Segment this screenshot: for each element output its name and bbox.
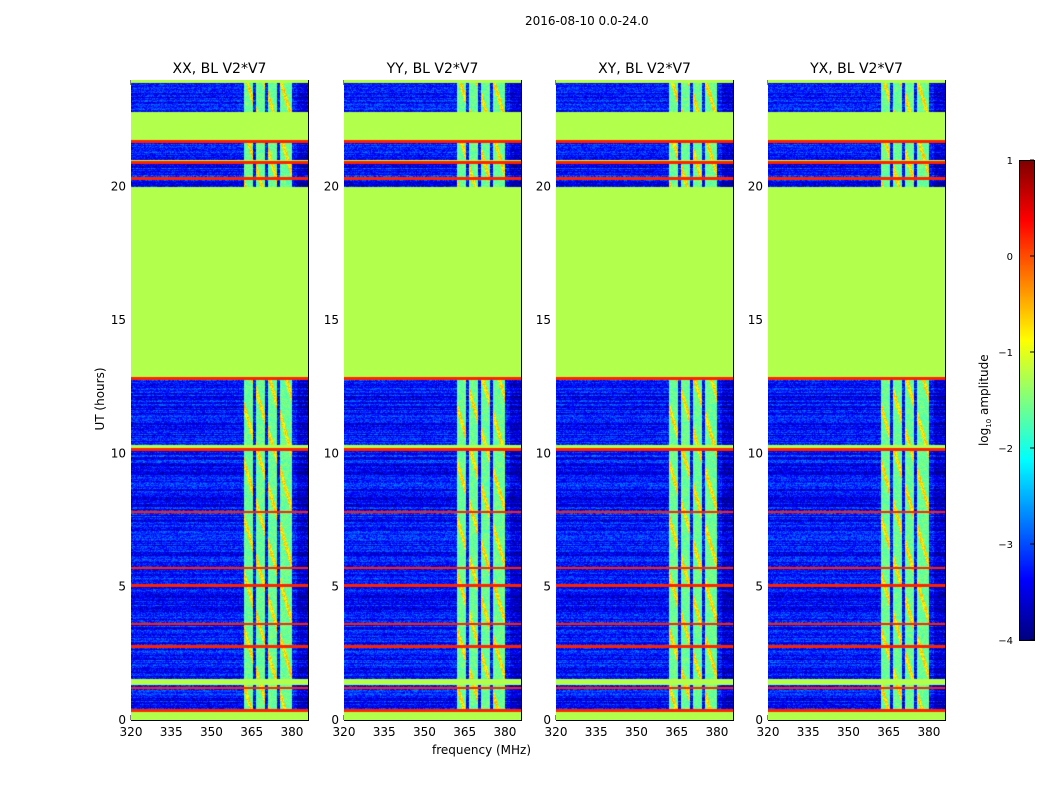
x-tick-label: 350 bbox=[837, 725, 860, 739]
panel-title: XX, BL V2*V7 bbox=[173, 61, 267, 77]
y-tick-label: 15 bbox=[111, 313, 126, 327]
x-tick-label: 335 bbox=[373, 725, 396, 739]
y-tick-label: 10 bbox=[324, 446, 339, 460]
x-tick-label: 320 bbox=[545, 725, 568, 739]
y-tick-label: 20 bbox=[748, 180, 763, 194]
x-tick-label: 335 bbox=[585, 725, 608, 739]
y-tick-label: 20 bbox=[536, 180, 551, 194]
y-tick-label: 15 bbox=[536, 313, 551, 327]
x-tick-label: 365 bbox=[240, 725, 263, 739]
y-tick-label: 5 bbox=[331, 580, 339, 594]
y-tick-label: 15 bbox=[324, 313, 339, 327]
x-tick-label: 335 bbox=[797, 725, 820, 739]
figure-title: 2016-08-10 0.0-24.0 bbox=[525, 14, 649, 28]
x-tick-label: 320 bbox=[757, 725, 780, 739]
colorbar-frame bbox=[1019, 160, 1035, 641]
y-tick-label: 0 bbox=[331, 713, 339, 727]
y-tick-label: 0 bbox=[755, 713, 763, 727]
colorbar-tick-label: −4 bbox=[998, 636, 1013, 647]
y-tick-label: 5 bbox=[543, 580, 551, 594]
panel-title: XY, BL V2*V7 bbox=[598, 61, 691, 77]
x-tick-label: 350 bbox=[413, 725, 436, 739]
y-tick-label: 0 bbox=[118, 713, 126, 727]
panel-title: YX, BL V2*V7 bbox=[809, 61, 903, 77]
x-tick-label: 365 bbox=[877, 725, 900, 739]
y-tick-label: 10 bbox=[748, 446, 763, 460]
x-tick-label: 380 bbox=[705, 725, 728, 739]
heatmap-panel-3 bbox=[556, 80, 733, 720]
x-tick-label: 320 bbox=[120, 725, 143, 739]
x-tick-label: 335 bbox=[160, 725, 183, 739]
x-tick-label: 380 bbox=[917, 725, 940, 739]
y-tick-label: 5 bbox=[118, 580, 126, 594]
colorbar-tick-label: 1 bbox=[1007, 156, 1013, 167]
x-tick-label: 350 bbox=[200, 725, 223, 739]
heatmap-panel-1 bbox=[131, 80, 308, 720]
y-tick-label: 10 bbox=[111, 446, 126, 460]
colorbar-tick-label: −1 bbox=[998, 348, 1013, 359]
heatmap-panel-4 bbox=[768, 80, 945, 720]
x-tick-label: 380 bbox=[280, 725, 303, 739]
heatmap-panel-2 bbox=[344, 80, 521, 720]
x-tick-label: 365 bbox=[665, 725, 688, 739]
x-tick-label: 380 bbox=[493, 725, 516, 739]
colorbar-tick-label: −2 bbox=[998, 444, 1013, 455]
y-tick-label: 10 bbox=[536, 446, 551, 460]
x-tick-label: 350 bbox=[625, 725, 648, 739]
colorbar bbox=[1019, 160, 1034, 640]
y-tick-label: 5 bbox=[755, 580, 763, 594]
panel-title: YY, BL V2*V7 bbox=[386, 61, 479, 77]
y-tick-label: 0 bbox=[543, 713, 551, 727]
y-tick-label: 20 bbox=[111, 180, 126, 194]
colorbar-tick-label: 0 bbox=[1007, 252, 1013, 263]
y-tick-label: 20 bbox=[324, 180, 339, 194]
x-tick-label: 365 bbox=[453, 725, 476, 739]
colorbar-tick-label: −3 bbox=[998, 540, 1013, 551]
x-tick-label: 320 bbox=[333, 725, 356, 739]
y-tick-label: 15 bbox=[748, 313, 763, 327]
x-axis-label: frequency (MHz) bbox=[432, 743, 532, 757]
